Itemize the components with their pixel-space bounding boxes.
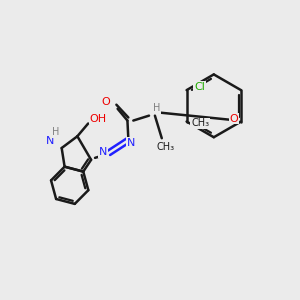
Text: H: H [52, 127, 59, 137]
Text: N: N [127, 138, 136, 148]
Text: N: N [46, 136, 54, 146]
Text: Cl: Cl [194, 82, 205, 92]
Text: OH: OH [89, 114, 106, 124]
Text: N: N [99, 147, 107, 157]
Text: O: O [101, 97, 110, 107]
Text: CH₃: CH₃ [157, 142, 175, 152]
Text: H: H [153, 103, 161, 113]
Text: CH₃: CH₃ [191, 118, 209, 128]
Text: O: O [230, 114, 239, 124]
